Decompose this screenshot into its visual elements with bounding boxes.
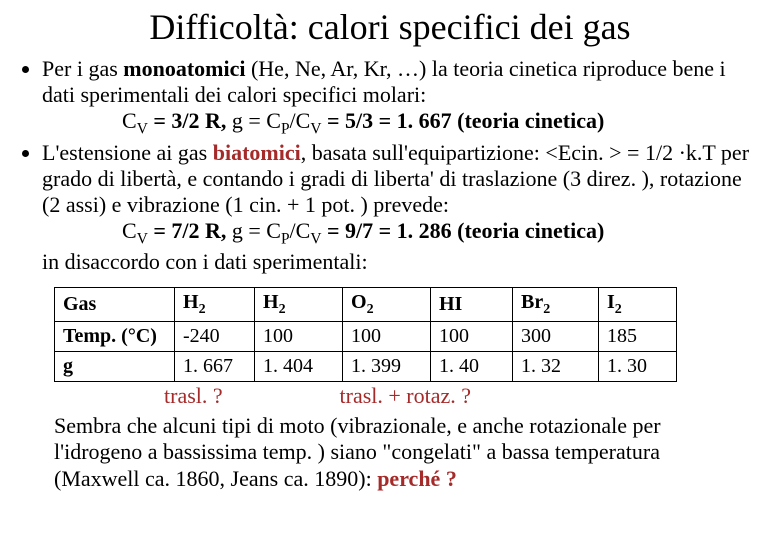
cell: 100: [255, 321, 343, 351]
t: O: [351, 291, 367, 313]
closing-question: perché ?: [377, 466, 457, 491]
col-header: O2: [343, 287, 431, 321]
sub: P: [281, 231, 290, 248]
cell: 1. 667: [175, 351, 255, 381]
t: H: [263, 291, 279, 313]
eq: /C: [290, 218, 311, 243]
t: H: [183, 291, 199, 313]
bullet-list: Per i gas monoatomici (He, Ne, Ar, Kr, ……: [42, 56, 756, 275]
sub: V: [137, 231, 148, 248]
cell: 100: [431, 321, 513, 351]
bold-word: monoatomici: [123, 56, 245, 81]
slide: Difficoltà: calori specifici dei gas Per…: [0, 0, 780, 502]
col-header: I2: [599, 287, 677, 321]
closing-paragraph: Sembra che alcuni tipi di moto (vibrazio…: [54, 413, 726, 492]
gamma-symbol: g: [232, 218, 243, 243]
cell: 1. 40: [431, 351, 513, 381]
eq: = 5/3 = 1. 667 (teoria cinetica): [321, 108, 604, 133]
bullet-monoatomic: Per i gas monoatomici (He, Ne, Ar, Kr, ……: [42, 56, 756, 138]
col-header: HI: [431, 287, 513, 321]
txt: L'estensione ai gas: [42, 140, 213, 165]
sub: V: [137, 120, 148, 137]
sub: 2: [543, 302, 550, 317]
table-row: g 1. 667 1. 404 1. 399 1. 40 1. 32 1. 30: [55, 351, 677, 381]
sub: P: [281, 120, 290, 137]
page-title: Difficoltà: calori specifici dei gas: [24, 6, 756, 48]
cell: 185: [599, 321, 677, 351]
eq: = C: [243, 218, 281, 243]
gamma-symbol: g: [232, 108, 243, 133]
cell: 1. 30: [599, 351, 677, 381]
col-header: H2: [175, 287, 255, 321]
sub: 2: [367, 302, 374, 317]
row-label: Temp. (°C): [55, 321, 175, 351]
cell: 300: [513, 321, 599, 351]
sub: V: [310, 120, 321, 137]
brown-word: biatomici: [213, 140, 301, 165]
annotation-trasl-rotaz: trasl. + rotaz. ?: [340, 383, 472, 409]
row-label-gamma: g: [55, 351, 175, 381]
equation-2: CV = 7/2 R, g = CP/CV = 9/7 = 1. 286 (te…: [122, 218, 756, 249]
cell: 1. 404: [255, 351, 343, 381]
closing-text: Sembra che alcuni tipi di moto (vibrazio…: [54, 413, 661, 491]
t: I: [607, 291, 615, 313]
eq: C: [122, 218, 137, 243]
cell: 100: [343, 321, 431, 351]
t: Br: [521, 291, 543, 313]
sub: 2: [615, 302, 622, 317]
eq: = 3/2 R,: [148, 108, 232, 133]
annotation-row: trasl. ? trasl. + rotaz. ?: [164, 383, 756, 409]
equation-1: CV = 3/2 R, g = CP/CV = 5/3 = 1. 667 (te…: [122, 108, 756, 139]
eq: = C: [243, 108, 281, 133]
cell: -240: [175, 321, 255, 351]
sub: 2: [199, 302, 206, 317]
table-row-header: Gas H2 H2 O2 HI Br2 I2: [55, 287, 677, 321]
eq: C: [122, 108, 137, 133]
eq: /C: [290, 108, 311, 133]
eq: = 7/2 R,: [148, 218, 232, 243]
bullet-diatomic: L'estensione ai gas biatomici, basata su…: [42, 140, 756, 274]
data-table: Gas H2 H2 O2 HI Br2 I2 Temp. (°C) -240 1…: [54, 287, 677, 382]
sub: 2: [279, 302, 286, 317]
sub: V: [310, 231, 321, 248]
col-header: Gas: [55, 287, 175, 321]
col-header: Br2: [513, 287, 599, 321]
col-header: H2: [255, 287, 343, 321]
annotation-trasl: trasl. ?: [164, 383, 334, 409]
cell: 1. 399: [343, 351, 431, 381]
txt: Per i gas: [42, 56, 123, 81]
closing-line: in disaccordo con i dati sperimentali:: [42, 249, 756, 275]
table-row: Temp. (°C) -240 100 100 100 300 185: [55, 321, 677, 351]
cell: 1. 32: [513, 351, 599, 381]
eq: = 9/7 = 1. 286 (teoria cinetica): [321, 218, 604, 243]
